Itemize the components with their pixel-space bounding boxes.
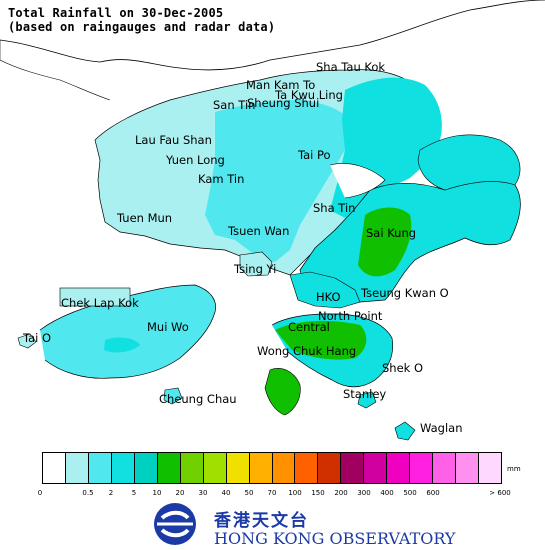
hko-logo-icon bbox=[154, 503, 196, 545]
legend-tick-label: > 600 bbox=[489, 489, 511, 497]
place-label-tseung-kwan-o: Tseung Kwan O bbox=[361, 286, 449, 300]
place-label-mui-wo: Mui Wo bbox=[147, 320, 189, 334]
place-label-sai-kung: Sai Kung bbox=[366, 226, 417, 240]
legend-swatch bbox=[456, 453, 480, 483]
deep-bay-shore bbox=[0, 40, 111, 101]
legend-tick-label: 2 bbox=[108, 489, 114, 497]
nt-cyan-zone bbox=[205, 100, 350, 262]
map-subtitle: (based on raingauges and radar data) bbox=[8, 20, 276, 34]
legend-swatch bbox=[341, 453, 365, 483]
legend-tick-label: 400 bbox=[380, 489, 394, 497]
legend-swatch bbox=[157, 453, 181, 483]
plover-cove-area bbox=[417, 134, 521, 191]
place-label-sheung-shui: Sheung Shui bbox=[247, 96, 320, 110]
legend-swatch bbox=[364, 453, 388, 483]
legend-swatch bbox=[134, 453, 158, 483]
legend-swatch bbox=[433, 453, 457, 483]
legend-tick-label: 70 bbox=[267, 489, 277, 497]
place-label-tsing-yi: Tsing Yi bbox=[234, 262, 277, 276]
legend-tick-label: 40 bbox=[221, 489, 231, 497]
po-toi-islet bbox=[357, 391, 377, 409]
southeast-islets bbox=[394, 421, 416, 441]
legend-swatch bbox=[180, 453, 204, 483]
place-label-yuen-long: Yuen Long bbox=[166, 153, 225, 167]
tolo-harbour bbox=[329, 163, 386, 199]
legend-swatch bbox=[295, 453, 319, 483]
legend-tick-label: 600 bbox=[426, 489, 440, 497]
hk-island-green bbox=[275, 320, 367, 360]
legend-swatch bbox=[226, 453, 250, 483]
legend-swatch bbox=[65, 453, 89, 483]
legend-tick-label: 100 bbox=[288, 489, 302, 497]
legend-tick-label: 0.5 bbox=[82, 489, 94, 497]
place-label-tai-o: Tai O bbox=[23, 331, 52, 345]
place-label-tsuen-wan: Tsuen Wan bbox=[228, 224, 290, 238]
place-label-shek-o: Shek O bbox=[382, 361, 424, 375]
place-label-central: Central bbox=[288, 320, 330, 334]
legend-unit: mm bbox=[507, 465, 521, 473]
legend-color-bar bbox=[42, 452, 502, 484]
legend-swatch bbox=[203, 453, 227, 483]
legend-tick-label: 0 bbox=[37, 489, 43, 497]
map-canvas bbox=[0, 0, 545, 441]
legend-tick-label: 30 bbox=[198, 489, 208, 497]
place-label-tai-po: Tai Po bbox=[298, 148, 331, 162]
place-label-sha-tin: Sha Tin bbox=[313, 201, 356, 215]
place-label-ta-kwu-ling: Ta Kwu Ling bbox=[275, 88, 343, 102]
logo-english: HONG KONG OBSERVATORY bbox=[214, 529, 456, 548]
legend-swatch bbox=[43, 453, 66, 483]
place-label-wong-chuk-hang: Wong Chuk Hang bbox=[257, 344, 357, 358]
place-label-tuen-mun: Tuen Mun bbox=[117, 211, 173, 225]
lamma-island bbox=[264, 368, 301, 416]
place-label-sha-tau-kok: Sha Tau Kok bbox=[316, 60, 386, 74]
legend-tick-label: 500 bbox=[403, 489, 417, 497]
legend-swatch bbox=[479, 453, 502, 483]
place-label-man-kam-to: Man Kam To bbox=[246, 78, 316, 92]
place-label-north-point: North Point bbox=[318, 309, 383, 323]
legend-swatch bbox=[410, 453, 434, 483]
place-label-chek-lap-kok: Chek Lap Kok bbox=[61, 296, 139, 310]
place-label-waglan: Waglan bbox=[420, 421, 463, 435]
cheung-chau bbox=[163, 387, 183, 405]
lantau-teal-patch bbox=[104, 337, 140, 353]
airport-island bbox=[59, 287, 131, 307]
kowloon bbox=[289, 271, 361, 309]
place-label-lau-fau-shan: Lau Fau Shan bbox=[135, 133, 212, 147]
legend-tick-label: 150 bbox=[311, 489, 325, 497]
legend-tick-label: 5 bbox=[131, 489, 137, 497]
legend-swatch bbox=[111, 453, 135, 483]
legend-swatch bbox=[88, 453, 112, 483]
legend-swatch bbox=[387, 453, 411, 483]
logo-chinese: 香港天文台 bbox=[214, 511, 309, 531]
legend-tick-label: 20 bbox=[175, 489, 185, 497]
legend-tick-label: 10 bbox=[152, 489, 162, 497]
place-label-san-tin: San Tin bbox=[213, 98, 256, 112]
legend-swatch bbox=[318, 453, 342, 483]
legend-tick-label: 50 bbox=[244, 489, 254, 497]
legend-swatch bbox=[272, 453, 296, 483]
legend-swatch bbox=[249, 453, 273, 483]
tai-o-islet bbox=[17, 333, 37, 349]
legend-tick-label: 300 bbox=[357, 489, 371, 497]
sai-kung-green bbox=[358, 207, 412, 277]
place-label-stanley: Stanley bbox=[343, 387, 387, 401]
place-label-cheung-chau: Cheung Chau bbox=[159, 392, 237, 406]
shenzhen-coastline bbox=[0, 0, 545, 71]
legend-tick-label: 200 bbox=[334, 489, 348, 497]
tsing-yi bbox=[239, 251, 273, 277]
map-title: Total Rainfall on 30-Dec-2005 bbox=[8, 6, 224, 20]
place-label-kam-tin: Kam Tin bbox=[198, 172, 245, 186]
place-label-hko: HKO bbox=[316, 290, 341, 304]
